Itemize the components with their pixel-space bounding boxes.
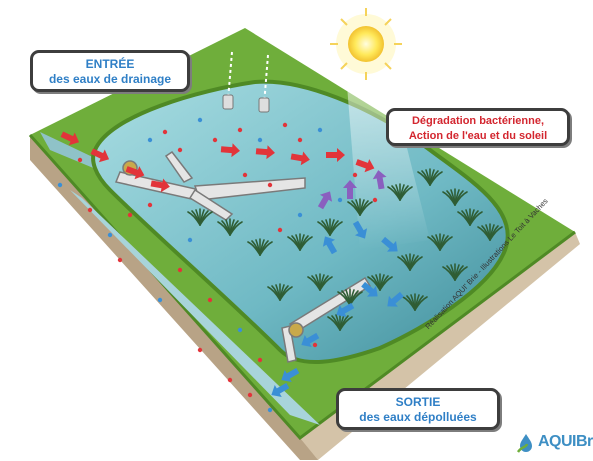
particle-dot (267, 407, 273, 413)
particle-dot (277, 227, 283, 233)
particle-dot (352, 172, 358, 178)
particle-dot (312, 342, 318, 348)
flow-arrow (361, 281, 378, 297)
sortie-callout: SORTIE des eaux dépolluées (336, 388, 500, 430)
flow-arrow (220, 143, 240, 158)
flow-arrow (317, 191, 333, 210)
flow-arrow (322, 236, 338, 255)
particle-dot (247, 392, 253, 398)
reed-clump (397, 253, 423, 271)
reed-clump (187, 208, 213, 226)
drainage-pipes (222, 51, 270, 113)
particle-dot (187, 237, 193, 243)
particle-dot (127, 212, 133, 218)
flow-arrow (125, 166, 145, 180)
degradation-line2: Action de l'eau et du soleil (408, 130, 548, 142)
particle-dots (57, 117, 378, 413)
particle-dot (337, 197, 343, 203)
reed-clump (287, 233, 313, 251)
particle-dot (197, 117, 203, 123)
flow-arrows (60, 131, 404, 398)
flow-arrow (90, 148, 110, 163)
flow-arrow (301, 332, 320, 348)
reed-clump (442, 188, 468, 206)
flow-arrow (255, 145, 275, 160)
particle-dot (317, 127, 323, 133)
entree-callout: ENTRÉE des eaux de drainage (30, 50, 190, 92)
particle-dot (267, 182, 273, 188)
degradation-line1: Dégradation bactérienne, (411, 115, 545, 127)
reed-clump (217, 218, 243, 236)
particle-dot (297, 212, 303, 218)
inlet-pipe (114, 150, 306, 221)
particle-dot (57, 182, 63, 188)
flow-arrow (150, 178, 170, 193)
reed-clump (267, 283, 293, 301)
particle-dot (77, 157, 83, 163)
reed-clump (402, 293, 428, 311)
particle-dot (242, 172, 248, 178)
particle-dot (147, 137, 153, 143)
flow-arrow (326, 148, 345, 162)
reed-clump (327, 313, 353, 331)
particle-dot (282, 122, 288, 128)
flow-arrow (352, 220, 368, 239)
reed-clump (387, 183, 413, 201)
particle-dot (207, 297, 213, 303)
particle-dot (227, 377, 233, 383)
particle-dot (257, 137, 263, 143)
water-drop-icon (516, 434, 532, 453)
reed-clump (417, 168, 443, 186)
reed-clump (247, 238, 273, 256)
particle-dot (117, 257, 123, 263)
reed-clump (347, 198, 373, 216)
particle-dot (177, 267, 183, 273)
particle-dot (197, 347, 203, 353)
flow-arrow (290, 151, 310, 166)
reed-clump (317, 218, 343, 236)
flow-arrow (60, 131, 80, 146)
reed-clump (367, 273, 393, 291)
flow-arrow (343, 180, 357, 199)
particle-dot (157, 297, 163, 303)
flow-arrow (372, 170, 387, 190)
reed-plants (187, 168, 503, 331)
reed-clump (477, 223, 503, 241)
flow-arrow (387, 291, 404, 307)
particle-dot (257, 357, 263, 363)
entree-subtitle: des eaux de drainage (48, 72, 172, 86)
flow-arrow (381, 236, 398, 252)
particle-dot (372, 197, 378, 203)
outflow-ditch (70, 190, 320, 425)
reed-clump (427, 233, 453, 251)
sortie-title: SORTIE (395, 395, 441, 409)
reed-clump (307, 273, 333, 291)
flow-arrow (271, 382, 290, 398)
particle-dot (107, 232, 113, 238)
flow-arrow (355, 159, 375, 173)
reed-clump (442, 263, 468, 281)
degradation-callout: Dégradation bactérienne, Action de l'eau… (386, 108, 570, 146)
entree-title: ENTRÉE (85, 57, 135, 71)
particle-dot (87, 207, 93, 213)
logo-text: AQUIBr (538, 433, 593, 450)
particle-dot (237, 327, 243, 333)
flow-arrow (336, 302, 355, 318)
particle-dot (297, 137, 303, 143)
particle-dot (237, 127, 243, 133)
reed-clump (457, 208, 483, 226)
particle-dot (162, 129, 168, 135)
particle-dot (177, 147, 183, 153)
particle-dot (212, 137, 218, 143)
particle-dot (147, 202, 153, 208)
sun-icon (330, 8, 402, 80)
flow-arrow (281, 367, 300, 383)
sortie-subtitle: des eaux dépolluées (359, 410, 477, 424)
